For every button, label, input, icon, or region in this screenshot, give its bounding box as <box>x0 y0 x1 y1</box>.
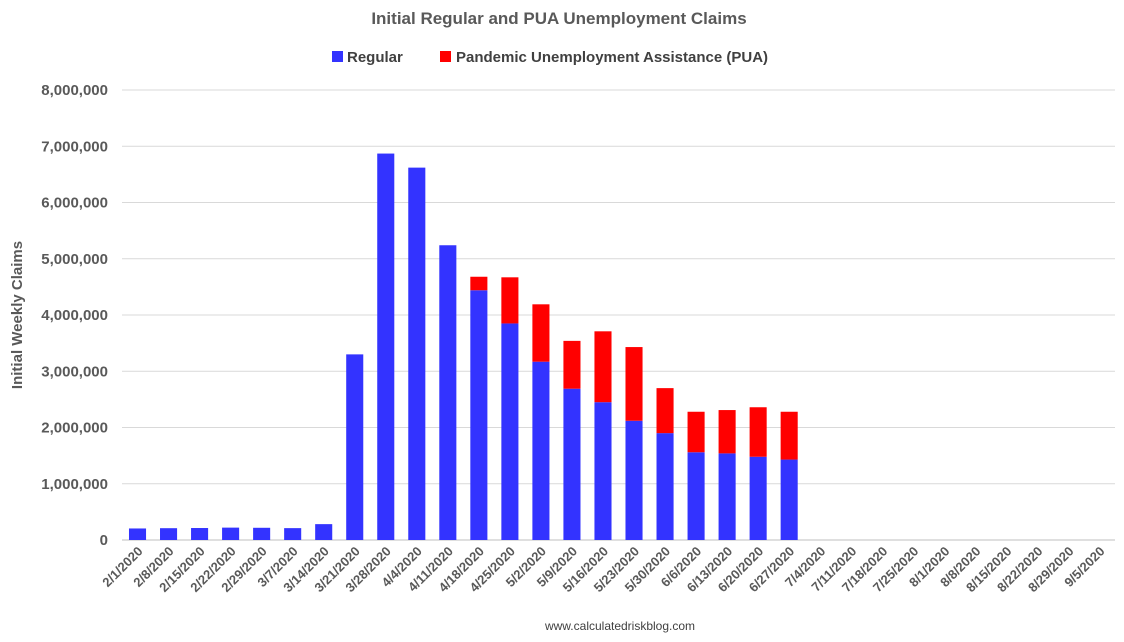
bar-pua <box>470 276 488 291</box>
bar-regular <box>346 354 364 540</box>
y-tick-label: 8,000,000 <box>41 82 108 99</box>
bar-regular <box>749 456 767 540</box>
bar-regular <box>253 527 271 540</box>
source-credit: www.calculatedriskblog.com <box>544 619 695 633</box>
bar-regular <box>563 388 581 540</box>
legend-label-pua: Pandemic Unemployment Assistance (PUA) <box>456 49 768 66</box>
y-tick-label: 0 <box>100 532 108 549</box>
y-tick-label: 7,000,000 <box>41 138 108 155</box>
y-tick-label: 5,000,000 <box>41 251 108 268</box>
y-tick-label: 2,000,000 <box>41 420 108 437</box>
bars <box>128 153 798 540</box>
bar-pua <box>749 407 767 457</box>
bar-regular <box>222 527 240 540</box>
x-axis-ticks: 2/1/20202/8/20202/15/20202/22/20202/29/2… <box>99 544 1107 596</box>
bar-regular <box>439 245 457 540</box>
gridlines <box>122 89 1115 541</box>
bar-pua <box>532 304 550 362</box>
bar-pua <box>780 411 798 460</box>
y-tick-label: 4,000,000 <box>41 307 108 324</box>
y-tick-label: 1,000,000 <box>41 476 108 493</box>
bar-regular <box>284 528 302 540</box>
bar-regular <box>687 452 705 540</box>
bar-pua <box>563 340 581 389</box>
bar-regular <box>532 361 550 540</box>
bar-regular <box>594 402 612 540</box>
chart-title: Initial Regular and PUA Unemployment Cla… <box>371 9 746 28</box>
bar-pua <box>656 388 674 434</box>
y-axis-ticks: 0 1,000,000 2,000,000 3,000,000 4,000,000 5,0… <box>41 82 108 549</box>
bar-regular <box>625 420 643 540</box>
bar-pua <box>594 331 612 403</box>
bar-regular <box>470 290 488 540</box>
bar-pua <box>625 347 643 421</box>
bar-regular <box>315 524 333 540</box>
bar-regular <box>160 528 178 540</box>
y-axis-label: Initial Weekly Claims <box>9 241 26 389</box>
bar-regular <box>656 433 674 540</box>
bar-regular <box>128 528 147 540</box>
bar-regular <box>501 323 519 540</box>
bar-pua <box>718 410 736 454</box>
legend-label-regular: Regular <box>347 49 403 66</box>
bar-pua <box>687 411 705 453</box>
y-tick-label: 6,000,000 <box>41 195 108 212</box>
legend-swatch-regular <box>332 51 343 62</box>
bar-regular <box>780 459 798 540</box>
legend-swatch-pua <box>440 51 451 62</box>
bar-regular <box>718 453 736 540</box>
bar-regular <box>377 153 395 540</box>
y-tick-label: 3,000,000 <box>41 363 108 380</box>
bar-regular <box>408 167 426 540</box>
bar-regular <box>191 528 209 540</box>
bar-pua <box>501 277 519 324</box>
legend: Regular Pandemic Unemployment Assistance… <box>332 49 768 66</box>
